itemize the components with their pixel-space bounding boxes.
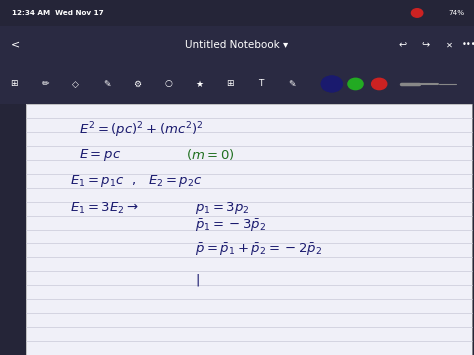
Circle shape xyxy=(372,78,387,89)
Text: ○: ○ xyxy=(164,80,172,88)
Text: ✕: ✕ xyxy=(446,40,453,49)
Text: Untitled Notebook ▾: Untitled Notebook ▾ xyxy=(185,40,289,50)
Text: ⚙: ⚙ xyxy=(133,80,142,88)
Text: $E^2 = (pc)^2 + (mc^2)^2$: $E^2 = (pc)^2 + (mc^2)^2$ xyxy=(79,121,204,140)
Text: $p_1 = 3p_2$: $p_1 = 3p_2$ xyxy=(195,200,250,216)
Text: ★: ★ xyxy=(195,80,203,88)
Text: <: < xyxy=(10,40,20,50)
Text: $\bar{p}_1 = -3\bar{p}_2$: $\bar{p}_1 = -3\bar{p}_2$ xyxy=(195,218,266,234)
Text: ⊞: ⊞ xyxy=(226,80,234,88)
Circle shape xyxy=(321,76,342,92)
Bar xyxy=(26,104,472,355)
Text: $(m = 0)$: $(m = 0)$ xyxy=(186,147,235,163)
Bar xyxy=(0,64,474,104)
Text: •••: ••• xyxy=(462,40,474,49)
Circle shape xyxy=(348,78,363,89)
Text: ✏: ✏ xyxy=(41,80,49,88)
Bar xyxy=(0,26,474,64)
Circle shape xyxy=(321,76,342,92)
Text: ✎: ✎ xyxy=(103,80,110,88)
Text: $E_1 = 3E_2 \rightarrow$: $E_1 = 3E_2 \rightarrow$ xyxy=(70,201,139,216)
Text: ↪: ↪ xyxy=(422,40,430,50)
Bar xyxy=(0,0,474,26)
Circle shape xyxy=(411,9,423,17)
Text: $|$: $|$ xyxy=(195,272,200,288)
Text: ↩: ↩ xyxy=(398,40,406,50)
Text: 12:34 AM  Wed Nov 17: 12:34 AM Wed Nov 17 xyxy=(12,10,103,16)
Text: $\bar{p} = \bar{p}_1 + \bar{p}_2 = -2\bar{p}_2$: $\bar{p} = \bar{p}_1 + \bar{p}_2 = -2\ba… xyxy=(195,241,322,258)
Text: ✎: ✎ xyxy=(288,80,295,88)
Text: ⊞: ⊞ xyxy=(10,80,18,88)
Text: ◇: ◇ xyxy=(73,80,79,88)
Text: 74%: 74% xyxy=(448,10,465,16)
Text: $E = pc$: $E = pc$ xyxy=(79,147,121,163)
Text: $E_1 = p_1c$  ,   $E_2 = p_2c$: $E_1 = p_1c$ , $E_2 = p_2c$ xyxy=(70,173,203,189)
Text: T: T xyxy=(258,80,264,88)
